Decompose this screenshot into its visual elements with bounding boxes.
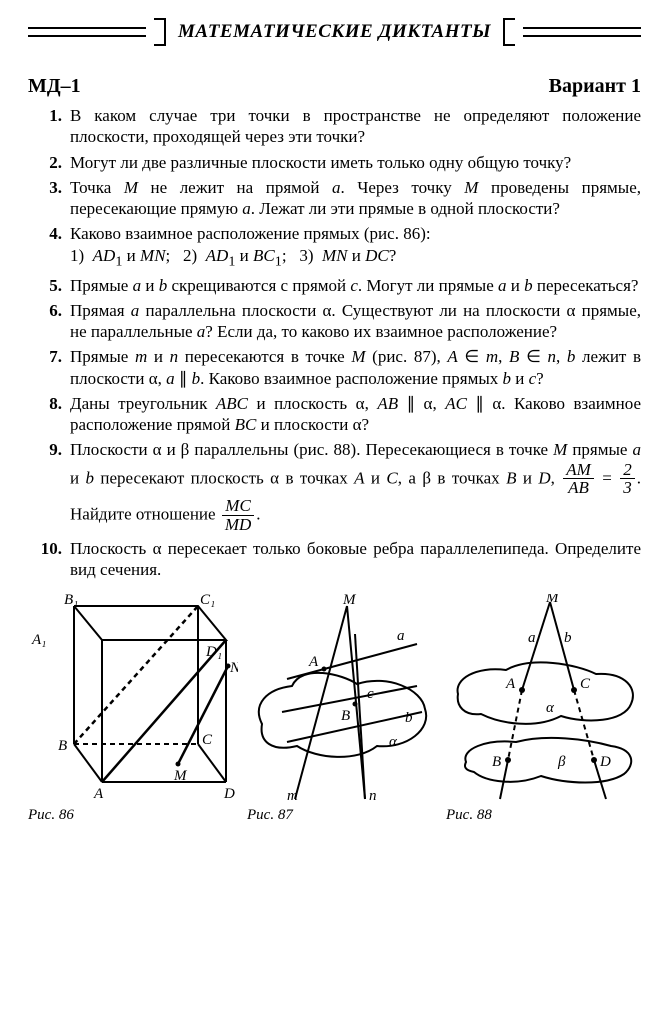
problem-text: Даны треугольник ABC и плоскость α, AB ∥… (70, 393, 641, 436)
lbl87-m: m (287, 788, 298, 804)
lbl87-a: a (397, 628, 405, 644)
banner-title: МАТЕМАТИЧЕСКИЕ ДИКТАНТЫ (174, 20, 495, 44)
lbl87-b: b (405, 710, 413, 726)
problem-text: Прямые m и n пересекаются в точке M (рис… (70, 346, 641, 389)
lbl88-a: a (528, 630, 536, 646)
lbl-C1: C₁ (200, 594, 215, 608)
heading-row: МД–1 Вариант 1 (28, 74, 641, 99)
lbl-C: C (202, 732, 213, 748)
heading-left: МД–1 (28, 74, 81, 99)
lbl-D1: D₁ (205, 644, 222, 660)
lbl87-alpha: α (389, 734, 398, 750)
lbl-M: M (173, 768, 188, 784)
problem-text: В каком случае три точки в пространстве … (70, 105, 641, 148)
lbl-B1: B₁ (64, 594, 78, 608)
heading-right: Вариант 1 (549, 74, 641, 99)
problem-item: 5.Прямые a и b скрещиваются с прямой c. … (28, 275, 641, 296)
figure-88: M a b A C α B D β Рис. 88 (446, 594, 641, 825)
lbl88-M: M (545, 594, 560, 606)
problem-item: 2.Могут ли две различные плоскости иметь… (28, 152, 641, 173)
lbl88-alpha: α (546, 700, 555, 716)
lbl88-C: C (580, 676, 591, 692)
lbl-A1: A₁ (31, 632, 46, 648)
lbl88-A: A (505, 676, 516, 692)
lbl88-B: B (492, 754, 501, 770)
lbl87-c: c (367, 686, 374, 702)
lbl87-B: B (341, 708, 350, 724)
problem-number: 2. (28, 152, 70, 173)
figures-row: B₁ C₁ A₁ D₁ N B C A D M Рис. 86 (28, 594, 641, 825)
lbl-N: N (229, 660, 238, 676)
problem-number: 3. (28, 177, 70, 220)
lbl-A: A (93, 786, 104, 802)
notch-left (154, 18, 166, 46)
problem-number: 7. (28, 346, 70, 389)
problem-number: 4. (28, 223, 70, 270)
problem-text: Плоскость α пересекает только боковые ре… (70, 538, 641, 581)
problem-item: 3.Точка M не лежит на прямой a. Через то… (28, 177, 641, 220)
lbl-B: B (58, 738, 67, 754)
problem-number: 9. (28, 439, 70, 534)
problem-item: 7.Прямые m и n пересекаются в точке M (р… (28, 346, 641, 389)
problem-item: 6.Прямая a параллельна плоскости α. Суще… (28, 300, 641, 343)
section-banner: МАТЕМАТИЧЕСКИЕ ДИКТАНТЫ (28, 18, 641, 46)
problem-text: Прямые a и b скрещиваются с прямой c. Мо… (70, 275, 641, 296)
lbl88-b: b (564, 630, 572, 646)
problem-text: Плоскости α и β параллельны (рис. 88). П… (70, 439, 641, 534)
rule-left (28, 27, 146, 37)
lbl87-A: A (308, 654, 319, 670)
lbl-D: D (223, 786, 235, 802)
notch-right (503, 18, 515, 46)
figure-88-caption: Рис. 88 (446, 806, 641, 825)
problem-item: 10.Плоскость α пересекает только боковые… (28, 538, 641, 581)
lbl87-M: M (342, 594, 357, 608)
problem-item: 4.Каково взаимное расположение прямых (р… (28, 223, 641, 270)
lbl88-beta: β (557, 754, 566, 770)
problem-number: 8. (28, 393, 70, 436)
figure-87-caption: Рис. 87 (247, 806, 437, 825)
problem-number: 5. (28, 275, 70, 296)
lbl87-n: n (369, 788, 377, 804)
problem-item: 8.Даны треугольник ABC и плоскость α, AB… (28, 393, 641, 436)
rule-right (523, 27, 641, 37)
problem-text: Точка M не лежит на прямой a. Через точк… (70, 177, 641, 220)
figure-87: M a A c B b α m n Рис. 87 (247, 594, 437, 825)
problem-text: Могут ли две различные плоскости иметь т… (70, 152, 641, 173)
problem-number: 10. (28, 538, 70, 581)
problem-item: 9.Плоскости α и β параллельны (рис. 88).… (28, 439, 641, 534)
figure-86-caption: Рис. 86 (28, 806, 238, 825)
problem-number: 1. (28, 105, 70, 148)
lbl88-D: D (599, 754, 611, 770)
problem-item: 1.В каком случае три точки в пространств… (28, 105, 641, 148)
figure-86: B₁ C₁ A₁ D₁ N B C A D M Рис. 86 (28, 594, 238, 825)
problem-text: Прямая a параллельна плоскости α. Сущест… (70, 300, 641, 343)
problem-number: 6. (28, 300, 70, 343)
problem-text: Каково взаимное расположение прямых (рис… (70, 223, 641, 270)
problem-list: 1.В каком случае три точки в пространств… (28, 105, 641, 580)
